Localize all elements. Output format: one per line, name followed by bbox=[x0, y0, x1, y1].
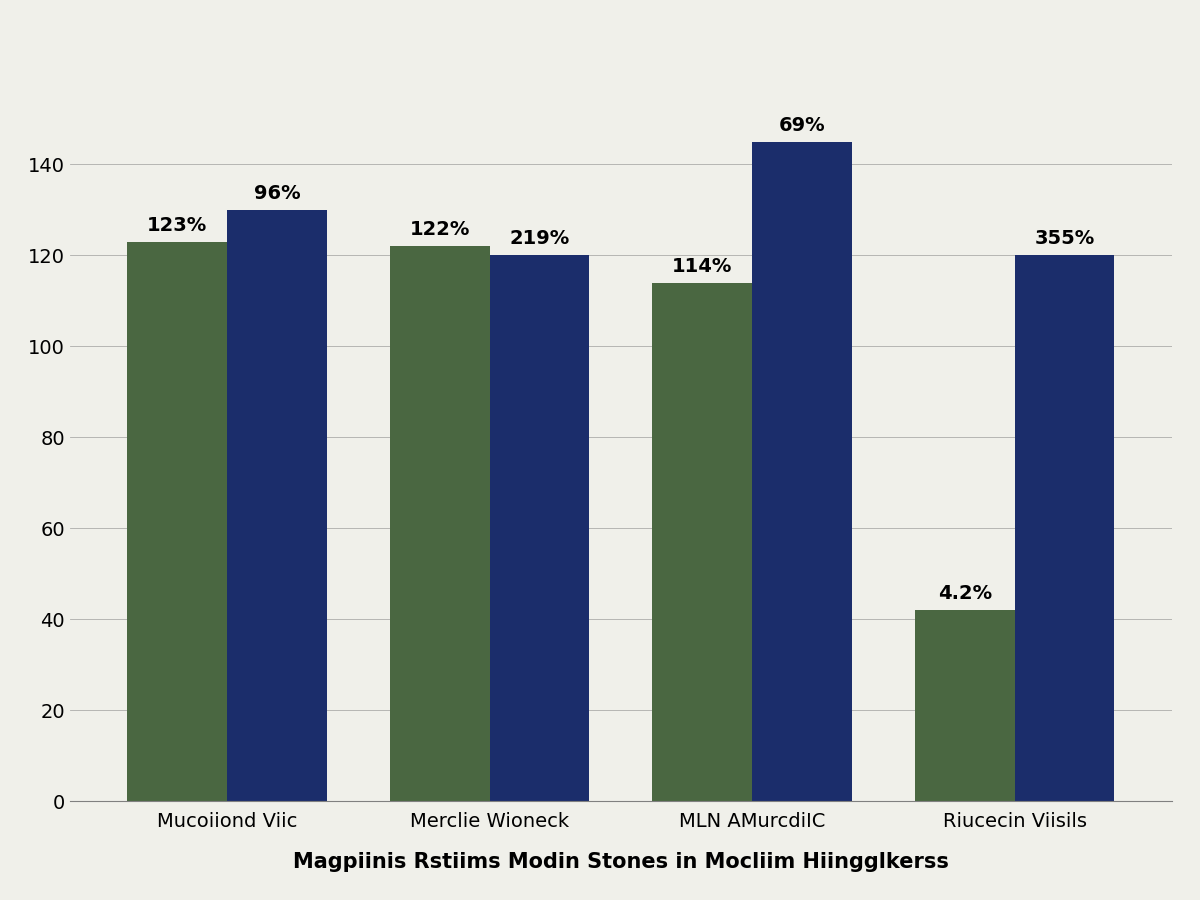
Bar bbox=[1015, 256, 1115, 801]
Bar bbox=[752, 141, 852, 801]
Text: 4.2%: 4.2% bbox=[937, 584, 992, 603]
X-axis label: Magpiinis Rstiims Modin Stones in Mocliim Hiingglkerss: Magpiinis Rstiims Modin Stones in Moclii… bbox=[293, 852, 949, 872]
Bar bbox=[914, 610, 1015, 801]
Bar bbox=[227, 210, 326, 801]
Text: 114%: 114% bbox=[672, 256, 732, 275]
Bar bbox=[653, 283, 752, 801]
Text: 122%: 122% bbox=[409, 220, 470, 239]
Text: 219%: 219% bbox=[510, 230, 570, 248]
Text: 355%: 355% bbox=[1034, 230, 1094, 248]
Bar bbox=[390, 247, 490, 801]
Text: 123%: 123% bbox=[148, 216, 208, 235]
Bar bbox=[490, 256, 589, 801]
Text: 69%: 69% bbox=[779, 116, 826, 135]
Bar bbox=[127, 241, 227, 801]
Text: 96%: 96% bbox=[253, 184, 300, 203]
